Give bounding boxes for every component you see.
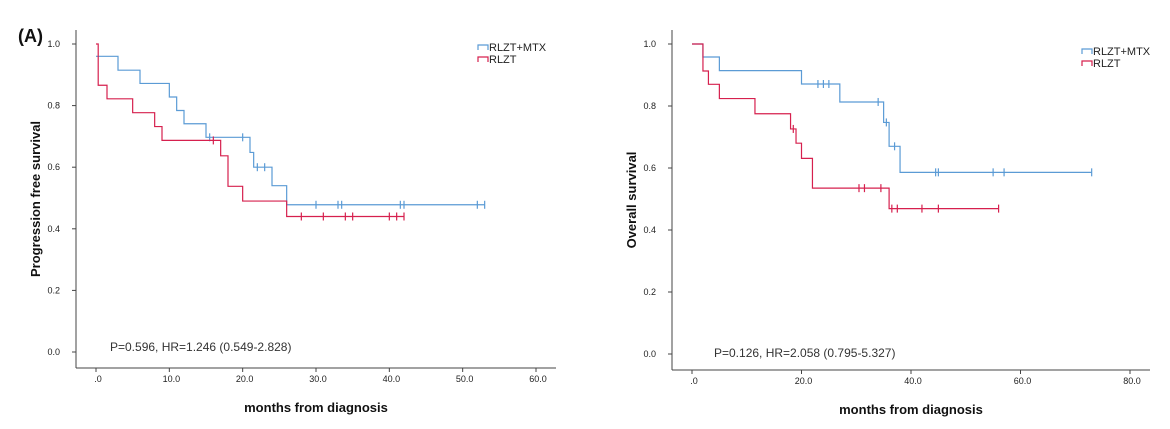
y-tick-label: 0.4 (643, 225, 656, 235)
panel-label: (A) (18, 26, 43, 46)
survival-curve-rlzt-mtx (692, 43, 1092, 173)
legend-swatch (477, 56, 489, 62)
y-tick-label: 1.0 (643, 39, 656, 49)
y-tick-label: 0.6 (643, 163, 656, 173)
x-axis-title: months from diagnosis (244, 400, 388, 415)
y-tick-label: 0.6 (47, 162, 60, 172)
y-tick-label: 0.8 (47, 101, 60, 111)
y-tick-label: 0.4 (47, 224, 60, 234)
y-tick-label: 1.0 (47, 39, 60, 49)
x-tick-label: 20.0 (795, 376, 813, 386)
x-tick-label: 60.0 (529, 374, 547, 384)
x-tick-label: 30.0 (309, 374, 327, 384)
legend-label: RLZT (1093, 58, 1121, 70)
x-tick-label: 40.0 (383, 374, 401, 384)
x-axis-title: months from diagnosis (839, 402, 983, 417)
x-tick-label: .0 (690, 376, 698, 386)
y-tick-label: 0.8 (643, 101, 656, 111)
chart-overall-survival: 0.0 0.2 0.4 0.6 0.8 1.0 .0 20.0 40.0 60.0 80.0 mont… (624, 30, 1151, 417)
stats-annotation: P=0.126, HR=2.058 (0.795-5.327) (714, 346, 895, 360)
x-tick-label: .0 (94, 374, 102, 384)
survival-curve-rlzt (692, 43, 999, 210)
y-axis-title: Overall survival (624, 152, 639, 249)
y-tick-label: 0.0 (643, 349, 656, 359)
y-axis-title: Progression free survival (28, 121, 43, 277)
legend-label: RLZT+MTX (489, 42, 547, 54)
x-tick-label: 10.0 (163, 374, 181, 384)
y-tick-label: 0.2 (643, 287, 656, 297)
chart-progression-free-survival: 0.0 0.2 0.4 0.6 0.8 1.0 .0 10.0 20.0 30.0 40.0 50.0… (28, 30, 556, 415)
x-tick-label: 80.0 (1123, 376, 1141, 386)
x-tick-label: 40.0 (904, 376, 922, 386)
y-tick-label: 0.2 (47, 285, 60, 295)
legend-label: RLZT (489, 54, 517, 66)
legend-swatch (1081, 60, 1093, 66)
stats-annotation: P=0.596, HR=1.246 (0.549-2.828) (110, 340, 291, 354)
legend-swatch (1081, 48, 1093, 54)
survival-curve-rlzt (96, 43, 404, 218)
x-tick-label: 50.0 (456, 374, 474, 384)
x-tick-label: 20.0 (236, 374, 254, 384)
legend-swatch (477, 44, 489, 50)
y-tick-label: 0.0 (47, 347, 60, 357)
survival-curve-rlzt-mtx (96, 55, 485, 206)
x-tick-label: 60.0 (1014, 376, 1032, 386)
legend-label: RLZT+MTX (1093, 46, 1151, 58)
